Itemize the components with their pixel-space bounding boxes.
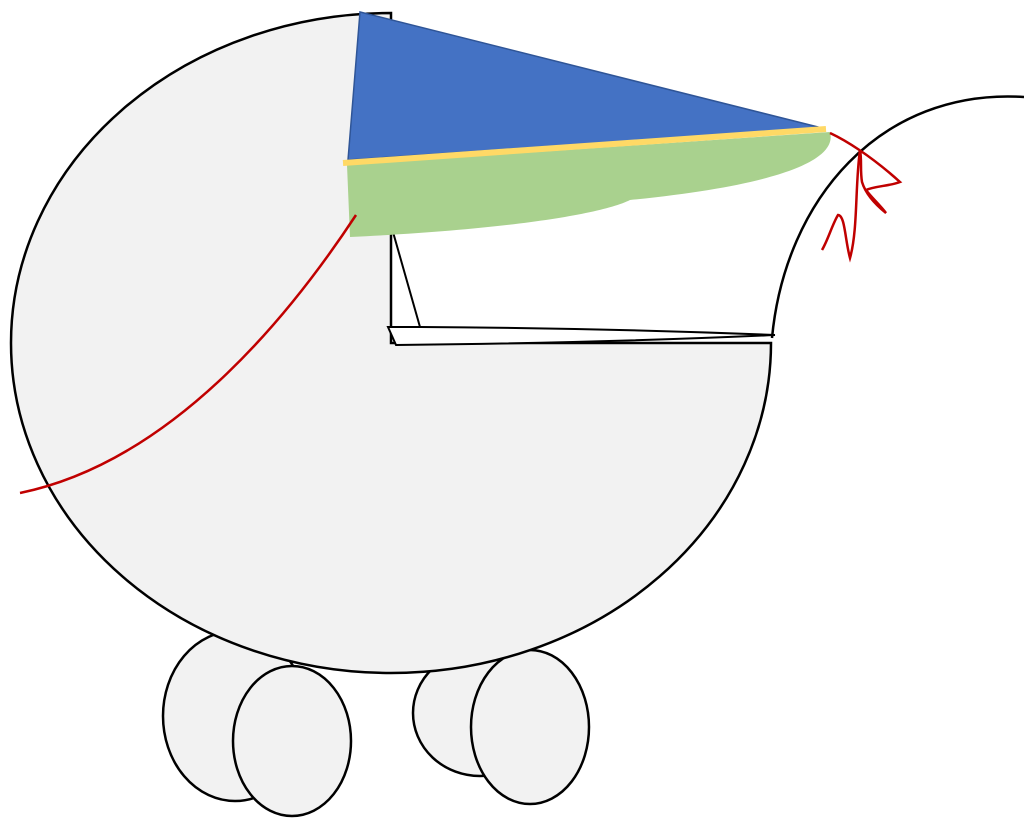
- red-scribble: [820, 131, 903, 263]
- wheel: [469, 648, 591, 806]
- canopy-underside: [347, 132, 831, 237]
- seat: [386, 326, 776, 347]
- strut: [390, 224, 421, 328]
- wheel: [231, 664, 353, 818]
- body: [9, 11, 773, 675]
- canopy-edge: [342, 126, 827, 166]
- red-curve: [19, 214, 358, 495]
- handle: [770, 95, 1024, 339]
